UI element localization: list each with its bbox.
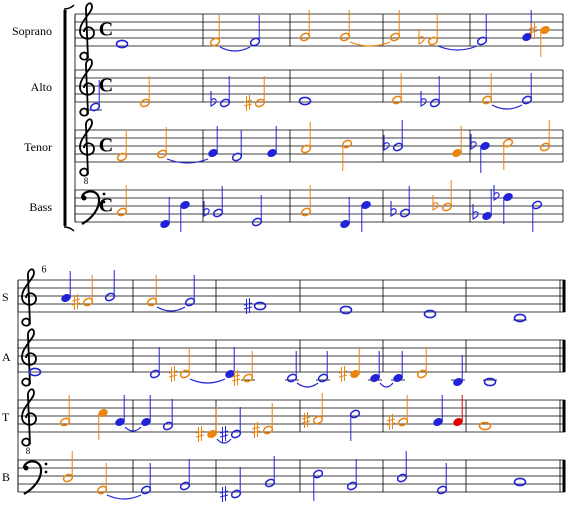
flat (383, 135, 390, 151)
staff-label: Bass (29, 200, 52, 214)
notehead (513, 477, 527, 487)
notehead (423, 309, 437, 319)
staff-label: S (2, 290, 9, 304)
tie (156, 306, 186, 312)
clef-dot (102, 192, 106, 196)
notehead (478, 421, 492, 431)
measure-number: 6 (42, 264, 47, 275)
notehead (298, 96, 312, 106)
notehead (339, 305, 353, 315)
sharp (219, 426, 229, 442)
sharp (338, 366, 348, 382)
flat (420, 91, 427, 107)
sharp (195, 426, 205, 442)
flat (203, 201, 210, 217)
time-signature: C (99, 195, 113, 217)
sharp (386, 414, 396, 430)
tie (379, 382, 394, 388)
clef-dot (44, 470, 48, 474)
treble-clef (79, 58, 95, 117)
notehead (513, 313, 527, 323)
clef-dot (102, 200, 106, 204)
sharp (528, 22, 538, 38)
clef-dot (81, 195, 87, 201)
tie (189, 378, 226, 384)
flat (470, 134, 477, 150)
treble-clef (21, 388, 37, 447)
flat (390, 201, 397, 217)
treble-clef (79, 2, 95, 61)
tie (437, 45, 478, 51)
clef-dot (23, 465, 29, 471)
notehead (115, 39, 129, 49)
clef-dot (44, 462, 48, 466)
sharp (243, 298, 253, 314)
treble-clef (79, 118, 95, 177)
bracket-end (63, 4, 75, 232)
time-signature: C (99, 19, 113, 41)
sharp (301, 412, 311, 428)
tie (166, 158, 209, 164)
sharp (71, 294, 81, 310)
notehead (253, 301, 267, 311)
bass-clef (22, 460, 43, 495)
sharp (219, 486, 229, 502)
time-signature: C (99, 135, 113, 157)
staff-label: Alto (31, 80, 52, 94)
staff-label: T (2, 410, 10, 424)
tie (124, 426, 142, 432)
flat (210, 91, 217, 107)
time-signature: C (99, 75, 113, 97)
tie (491, 104, 523, 110)
notehead (483, 377, 497, 387)
sharp (251, 422, 261, 438)
tie (219, 46, 251, 52)
staff-label: A (2, 350, 11, 364)
clef-octave: 8 (84, 176, 89, 186)
sharp (168, 366, 178, 382)
bass-clef (80, 190, 101, 225)
tie (349, 41, 391, 47)
tie (216, 438, 232, 444)
system: S A T 8 B 6 (2, 264, 566, 502)
treble-clef (21, 268, 37, 327)
notehead (28, 367, 42, 377)
tie (106, 494, 142, 500)
flat (418, 29, 425, 45)
sharp (231, 370, 241, 386)
sharp (243, 95, 253, 111)
flat (472, 204, 479, 220)
flat (432, 195, 439, 211)
clef-octave: 8 (26, 446, 31, 456)
staff-label: Tenor (24, 140, 52, 154)
treble-clef (21, 328, 37, 387)
tie (296, 382, 319, 388)
flat (493, 185, 500, 201)
staff-label: Soprano (12, 24, 52, 38)
staff-label: B (2, 470, 10, 484)
